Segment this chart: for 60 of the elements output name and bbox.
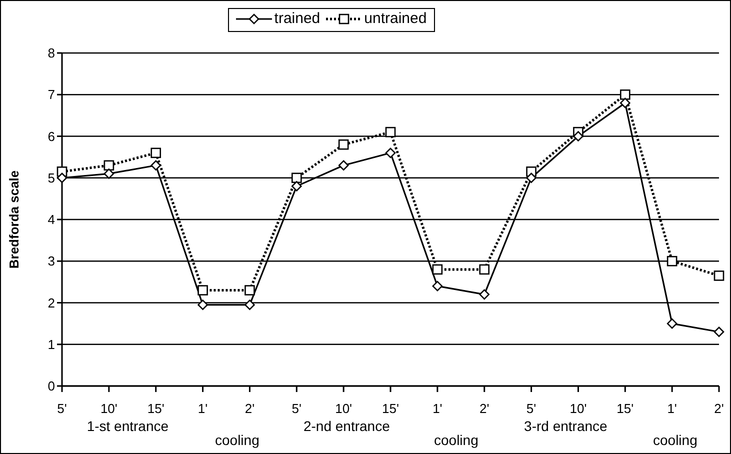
y-tick-label: 2 — [48, 295, 55, 310]
x-tick-label: 5' — [526, 401, 536, 416]
text: cooling — [653, 432, 698, 448]
x-tick-label: 5' — [292, 401, 302, 416]
x-tick-label: 1' — [198, 401, 208, 416]
point — [291, 181, 302, 192]
text: cooling — [215, 432, 260, 448]
y-tick-label: 5 — [48, 170, 55, 186]
point — [666, 318, 678, 329]
x-tick-label: 15' — [382, 401, 399, 416]
point — [104, 168, 114, 179]
point — [198, 300, 208, 310]
legend-label: trained — [274, 9, 320, 29]
x-tick-label: 2' — [244, 401, 255, 416]
x-tick-label: 5' — [57, 401, 67, 416]
point — [432, 264, 443, 275]
point — [385, 126, 396, 138]
point — [666, 256, 678, 266]
point — [620, 98, 630, 108]
point — [104, 160, 114, 171]
text: 2-nd entrance — [302, 418, 391, 434]
point — [479, 289, 490, 300]
y-tick-label: 1 — [48, 336, 55, 352]
y-tick-label: 7 — [48, 87, 55, 102]
point — [620, 89, 630, 100]
point — [56, 172, 68, 184]
text: cooling — [434, 432, 478, 448]
x-tick-label: 10' — [100, 401, 118, 416]
text: 3-rd entrance — [523, 418, 608, 434]
text: 1-st entrance — [86, 418, 170, 434]
x-tick-label: 15' — [616, 401, 634, 416]
point — [150, 160, 162, 171]
point — [338, 160, 349, 171]
legend-label: untrained — [364, 9, 427, 29]
x-tick-label: 2' — [480, 401, 490, 416]
y-tick-label: 0 — [48, 378, 55, 394]
x-tick-label: 2' — [714, 401, 724, 416]
y-tick-label: 8 — [48, 46, 55, 61]
x-tick-label: 1' — [432, 401, 442, 416]
x-tick-label: 10' — [570, 401, 587, 416]
point — [573, 131, 584, 142]
point — [479, 264, 490, 275]
point — [714, 326, 724, 338]
x-tick-label: 15' — [147, 401, 164, 416]
point — [198, 285, 208, 296]
x-tick-label: 1' — [667, 401, 677, 416]
point — [526, 172, 536, 184]
point — [714, 270, 724, 281]
y-tick-label: 6 — [48, 128, 55, 144]
point — [432, 280, 443, 292]
point — [244, 300, 255, 310]
y-tick-label: 4 — [48, 212, 55, 228]
point — [291, 172, 302, 184]
point — [150, 148, 162, 158]
x-tick-label: 10' — [335, 401, 352, 416]
point — [338, 139, 349, 150]
y-axis-title: Bredforda scale — [6, 170, 22, 269]
point — [244, 285, 255, 296]
y-tick-label: 3 — [48, 254, 55, 269]
point — [385, 148, 396, 158]
